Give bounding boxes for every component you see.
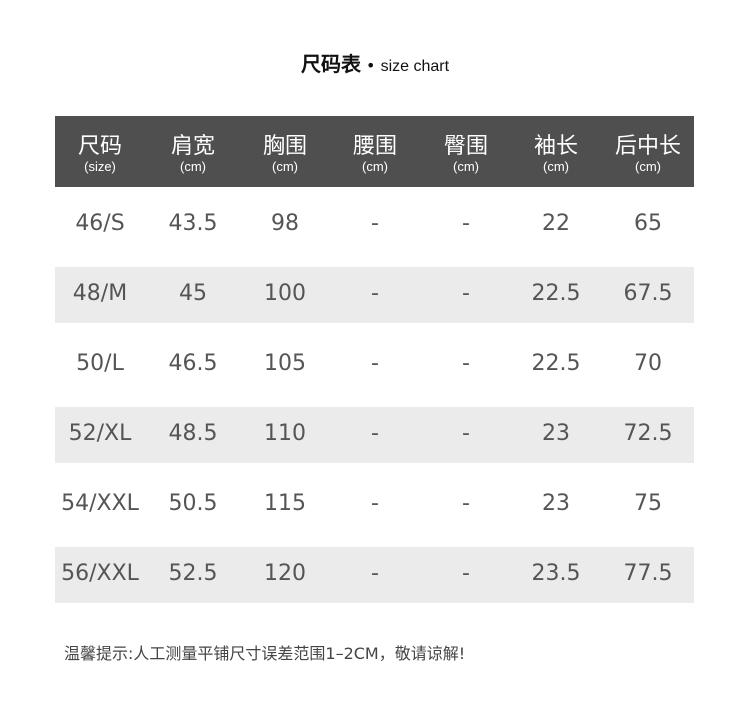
table-cell: 46.5 [168, 351, 218, 376]
table-cell: 50.5 [168, 491, 218, 516]
table-row: 56/XXL 52.5 120 - - 23.5 77.5 [55, 547, 694, 603]
column-label: 肩宽 [170, 134, 215, 159]
column-label: 臀围 [443, 134, 488, 159]
table-cell: 115 [264, 491, 306, 516]
column-unit: (cm) [543, 159, 569, 174]
table-cell: 50/L [76, 351, 124, 376]
table-row: 52/XL 48.5 110 - - 23 72.5 [55, 407, 694, 463]
column-label: 袖长 [533, 134, 578, 159]
table-cell: 105 [264, 351, 306, 376]
column-unit: (cm) [180, 159, 206, 174]
table-cell: 52/XL [68, 421, 132, 446]
table-cell: - [462, 421, 470, 446]
table-cell: 67.5 [623, 281, 673, 306]
table-cell: 56/XXL [61, 561, 139, 586]
table-header: 尺码 (size) 肩宽 (cm) 胸围 (cm) 腰围 (cm) 臀围 (cm) 袖长 (cm) 后中… [55, 116, 694, 187]
table-cell: - [462, 491, 470, 516]
table-cell: 72.5 [623, 421, 673, 446]
table-row: 54/XXL 50.5 115 - - 23 75 [55, 477, 694, 533]
table-cell: 22 [542, 211, 570, 236]
table-cell: - [371, 211, 379, 236]
table-cell: - [371, 281, 379, 306]
table-cell: 70 [634, 351, 662, 376]
title-separator: • [360, 56, 381, 75]
title-en: size chart [380, 58, 450, 75]
column-label: 尺码 [77, 134, 122, 159]
table-cell: 120 [264, 561, 306, 586]
table-cell: 48.5 [168, 421, 218, 446]
table-cell: 48/M [72, 281, 128, 306]
table-cell: - [371, 491, 379, 516]
column-label: 腰围 [352, 134, 397, 159]
table-cell: - [371, 421, 379, 446]
table-cell: 23 [542, 491, 570, 516]
table-cell: - [462, 281, 470, 306]
column-header: 后中长 (cm) [603, 134, 693, 174]
table-cell: 23.5 [531, 561, 581, 586]
title-zh: 尺码表 [300, 52, 361, 76]
table-cell: - [462, 561, 470, 586]
table-cell: 75 [634, 491, 662, 516]
table-cell: 46/S [75, 211, 125, 236]
table-cell: 54/XXL [61, 491, 139, 516]
column-header: 袖长 (cm) [511, 134, 601, 174]
table-cell: 43.5 [168, 211, 218, 236]
table-row: 50/L 46.5 105 - - 22.5 70 [55, 337, 694, 393]
size-table: 尺码 (size) 肩宽 (cm) 胸围 (cm) 腰围 (cm) 臀围 (cm) 袖长 (cm) 后中… [55, 116, 694, 603]
table-cell: 110 [264, 421, 306, 446]
table-cell: 98 [271, 211, 299, 236]
table-cell: 52.5 [168, 561, 218, 586]
table-cell: 65 [634, 211, 662, 236]
table-row: 46/S 43.5 98 - - 22 65 [55, 197, 694, 253]
column-header: 尺码 (size) [55, 134, 145, 174]
column-label: 后中长 [614, 134, 681, 159]
column-unit: (cm) [453, 159, 479, 174]
table-cell: - [462, 211, 470, 236]
table-cell: 100 [264, 281, 306, 306]
column-unit: (cm) [272, 159, 298, 174]
column-header: 肩宽 (cm) [148, 134, 238, 174]
column-header: 腰围 (cm) [330, 134, 420, 174]
table-cell: - [371, 561, 379, 586]
column-header: 臀围 (cm) [421, 134, 511, 174]
column-unit: (size) [84, 159, 116, 174]
column-header: 胸围 (cm) [240, 134, 330, 174]
column-label: 胸围 [262, 134, 307, 159]
column-unit: (cm) [362, 159, 388, 174]
measurement-note: 温馨提示:人工测量平铺尺寸误差范围1–2CM，敬请谅解! [64, 644, 466, 663]
table-cell: 23 [542, 421, 570, 446]
column-unit: (cm) [635, 159, 661, 174]
table-cell: 77.5 [623, 561, 673, 586]
table-cell: 45 [179, 281, 207, 306]
table-cell: - [371, 351, 379, 376]
table-row: 48/M 45 100 - - 22.5 67.5 [55, 267, 694, 323]
table-cell: - [462, 351, 470, 376]
table-cell: 22.5 [531, 351, 581, 376]
table-cell: 22.5 [531, 281, 581, 306]
page-title: 尺码表 • size chart [0, 48, 750, 77]
